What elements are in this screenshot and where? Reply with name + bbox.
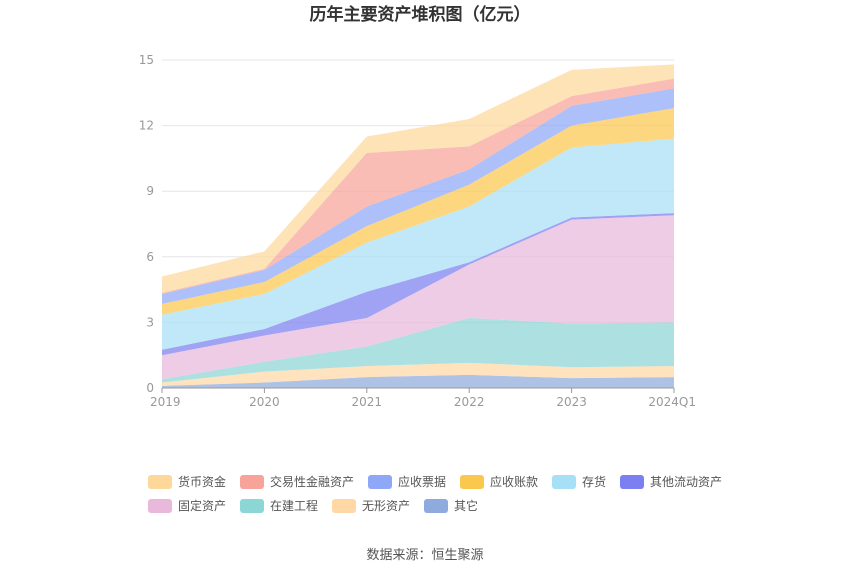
legend-label: 货币资金 bbox=[178, 474, 226, 489]
legend-swatch bbox=[368, 475, 392, 489]
legend-label: 固定资产 bbox=[178, 498, 226, 513]
area-9 bbox=[162, 64, 674, 293]
x-tick-label: 2023 bbox=[556, 395, 587, 409]
legend-label: 交易性金融资产 bbox=[270, 474, 354, 489]
legend-swatch bbox=[552, 475, 576, 489]
x-tick-label: 2019 bbox=[150, 395, 181, 409]
legend-label: 无形资产 bbox=[362, 499, 410, 513]
legend-label: 存货 bbox=[582, 474, 606, 489]
data-source: 数据来源：恒生聚源 bbox=[366, 548, 483, 563]
legend-swatch bbox=[148, 499, 172, 513]
legend-swatch bbox=[332, 499, 356, 513]
y-tick-label: 6 bbox=[146, 250, 154, 264]
area-4 bbox=[162, 213, 674, 356]
y-tick-label: 0 bbox=[146, 381, 154, 395]
legend-label: 应收账款 bbox=[490, 474, 538, 489]
y-tick-label: 15 bbox=[139, 53, 154, 67]
area-5 bbox=[162, 138, 674, 350]
area-0 bbox=[162, 374, 674, 388]
chart-title: 历年主要资产堆积图（亿元） bbox=[310, 4, 531, 25]
y-axis-ticks: 0 3 6 9 12 15 bbox=[139, 53, 154, 395]
y-tick-label: 12 bbox=[139, 119, 154, 133]
x-axis-ticks: 2019 2020 2021 2022 2023 2024Q1 bbox=[150, 395, 696, 409]
area-1 bbox=[162, 362, 674, 386]
area-7 bbox=[162, 88, 674, 304]
y-tick-label: 3 bbox=[146, 315, 154, 329]
area-3 bbox=[162, 215, 674, 380]
area-6 bbox=[162, 108, 674, 315]
legend-label: 其他流动资产 bbox=[650, 475, 722, 489]
legend-swatch bbox=[424, 499, 448, 513]
x-tick-label: 2020 bbox=[249, 395, 280, 409]
area-2 bbox=[162, 318, 674, 383]
legend-swatch bbox=[460, 475, 484, 489]
legend-label: 应收票据 bbox=[398, 474, 446, 489]
x-tick-label: 2022 bbox=[454, 395, 485, 409]
legend-label: 其它 bbox=[454, 498, 478, 513]
area-series bbox=[162, 64, 674, 388]
legend-label: 在建工程 bbox=[270, 498, 318, 513]
legend-swatch bbox=[148, 475, 172, 489]
x-axis bbox=[161, 387, 675, 393]
legend-swatch bbox=[240, 499, 264, 513]
area-8 bbox=[162, 78, 674, 294]
y-tick-label: 9 bbox=[146, 184, 154, 198]
legend-swatch bbox=[240, 475, 264, 489]
legend-swatch bbox=[620, 475, 644, 489]
x-tick-label: 2021 bbox=[352, 395, 383, 409]
x-tick-label: 2024Q1 bbox=[648, 395, 696, 409]
